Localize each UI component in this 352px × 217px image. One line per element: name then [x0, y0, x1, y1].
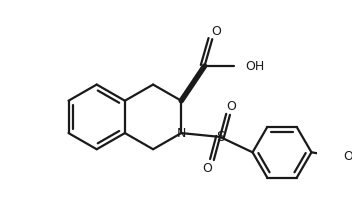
Text: O: O	[203, 162, 213, 175]
Text: OH: OH	[245, 60, 264, 72]
Text: O: O	[344, 150, 352, 163]
Text: O: O	[227, 100, 237, 113]
Text: N: N	[177, 127, 186, 140]
Text: S: S	[216, 130, 224, 144]
Text: O: O	[211, 25, 221, 38]
